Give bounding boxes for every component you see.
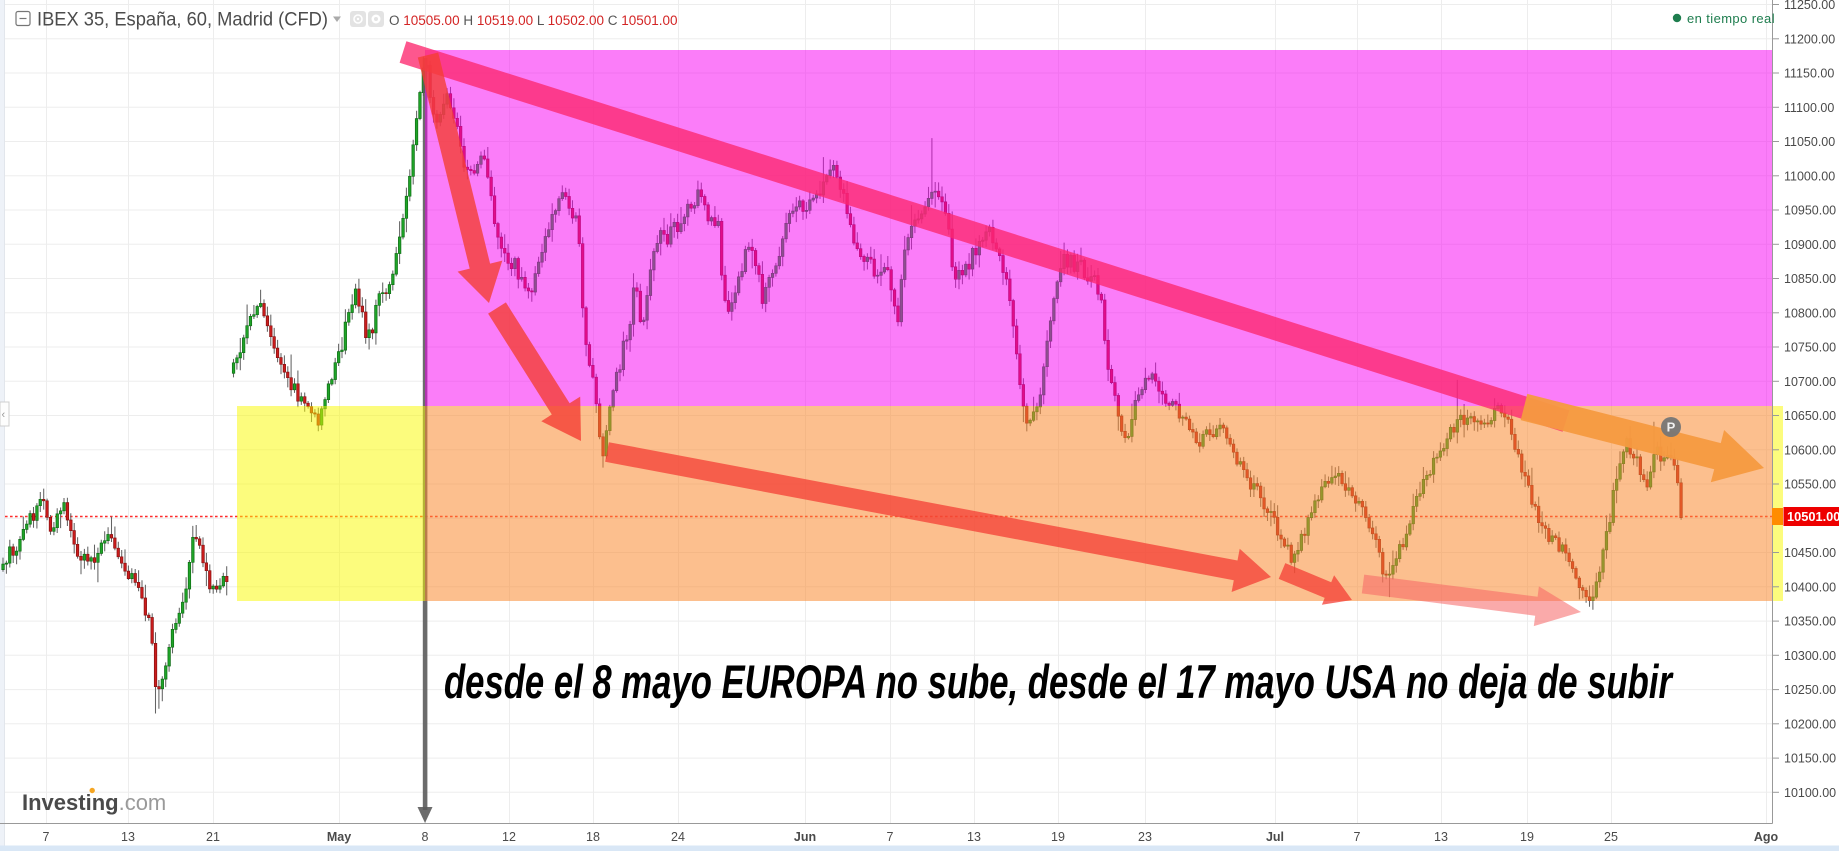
svg-text:11100.00: 11100.00 (1784, 101, 1834, 115)
svg-text:18: 18 (586, 830, 600, 844)
svg-text:11200.00: 11200.00 (1784, 32, 1835, 46)
svg-text:10450.00: 10450.00 (1784, 546, 1836, 560)
svg-text:en tiempo real: en tiempo real (1687, 11, 1775, 26)
svg-text:P: P (1667, 420, 1676, 435)
svg-text:10350.00: 10350.00 (1784, 615, 1836, 629)
svg-text:Jul: Jul (1266, 830, 1284, 844)
svg-text:10400.00: 10400.00 (1784, 580, 1836, 594)
svg-text:10950.00: 10950.00 (1784, 204, 1836, 218)
svg-text:21: 21 (206, 830, 220, 844)
svg-text:Ago: Ago (1754, 830, 1779, 844)
svg-text:10150.00: 10150.00 (1784, 752, 1836, 766)
svg-text:10550.00: 10550.00 (1784, 478, 1836, 492)
svg-text:10900.00: 10900.00 (1784, 238, 1836, 252)
svg-text:13: 13 (1434, 830, 1448, 844)
svg-text:7: 7 (43, 830, 50, 844)
svg-text:10100.00: 10100.00 (1784, 786, 1836, 800)
svg-text:10200.00: 10200.00 (1784, 717, 1836, 731)
svg-text:11000.00: 11000.00 (1784, 169, 1835, 183)
svg-text:10700.00: 10700.00 (1784, 375, 1836, 389)
svg-text:12: 12 (502, 830, 516, 844)
svg-text:23: 23 (1138, 830, 1152, 844)
svg-text:11150.00: 11150.00 (1784, 67, 1834, 81)
svg-text:11250.00: 11250.00 (1784, 0, 1835, 12)
svg-text:Jun: Jun (794, 830, 816, 844)
svg-text:Investing.com: Investing.com (22, 790, 166, 815)
svg-text:10750.00: 10750.00 (1784, 341, 1836, 355)
svg-text:13: 13 (967, 830, 981, 844)
svg-text:25: 25 (1604, 830, 1618, 844)
svg-text:8: 8 (422, 830, 429, 844)
svg-text:13: 13 (121, 830, 135, 844)
svg-text:11050.00: 11050.00 (1784, 135, 1835, 149)
svg-text:10250.00: 10250.00 (1784, 683, 1836, 697)
svg-text:24: 24 (671, 830, 685, 844)
svg-text:7: 7 (1354, 830, 1361, 844)
svg-text:10300.00: 10300.00 (1784, 649, 1836, 663)
svg-text:7: 7 (887, 830, 894, 844)
svg-text:O 10505.00 H 10519.00 L 10502.: O 10505.00 H 10519.00 L 10502.00 C 10501… (389, 13, 678, 28)
svg-text:10501.00: 10501.00 (1787, 509, 1839, 524)
svg-text:10800.00: 10800.00 (1784, 306, 1836, 320)
svg-text:10650.00: 10650.00 (1784, 409, 1836, 423)
svg-text:10600.00: 10600.00 (1784, 443, 1836, 457)
svg-text:‹: ‹ (2, 409, 6, 421)
svg-text:19: 19 (1051, 830, 1065, 844)
svg-text:May: May (327, 830, 351, 844)
svg-text:desde el 8 mayo EUROPA no sub: desde el 8 mayo EUROPA no sube, desde el… (444, 655, 1674, 708)
svg-text:10850.00: 10850.00 (1784, 272, 1836, 286)
svg-text:19: 19 (1520, 830, 1534, 844)
svg-text:IBEX 35, España, 60, Madrid (C: IBEX 35, España, 60, Madrid (CFD) (37, 9, 328, 31)
